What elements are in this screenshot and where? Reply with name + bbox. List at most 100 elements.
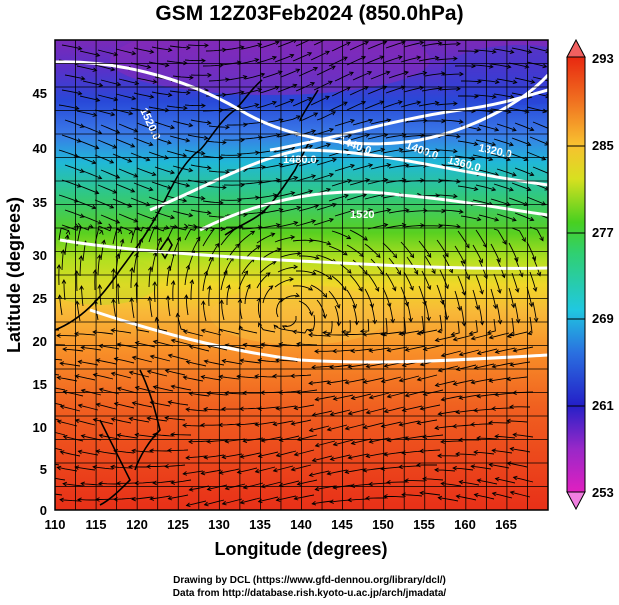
- streamline: [333, 394, 354, 400]
- streamline: [295, 270, 316, 275]
- streamline: [363, 422, 384, 429]
- streamline: [327, 469, 348, 475]
- streamline-arrowhead: [347, 497, 352, 503]
- streamline-arrowhead: [426, 316, 431, 322]
- streamline-arrowhead: [146, 64, 152, 70]
- streamline-arrowhead: [549, 79, 553, 83]
- streamline-arrowhead: [185, 182, 191, 188]
- streamline-arrowhead: [290, 421, 296, 426]
- streamline-arrowhead: [414, 269, 419, 275]
- streamline-arrowhead: [486, 329, 492, 335]
- streamline-arrowhead: [92, 67, 98, 72]
- streamline: [382, 242, 397, 258]
- streamline-arrowhead: [167, 400, 173, 405]
- streamline: [496, 123, 517, 131]
- streamline: [386, 481, 407, 483]
- streamline-arrowhead: [273, 324, 279, 330]
- streamline-arrowhead: [62, 389, 68, 395]
- streamline-arrowhead: [184, 294, 189, 299]
- streamline-arrowhead: [134, 282, 139, 287]
- streamline: [454, 290, 461, 311]
- streamline-arrowhead: [471, 63, 476, 69]
- streamline-arrowhead: [386, 480, 391, 485]
- streamline-arrowhead: [329, 127, 335, 133]
- streamline: [187, 134, 208, 139]
- streamline-arrowhead: [226, 284, 231, 290]
- streamline-arrowhead: [326, 187, 331, 193]
- streamline: [166, 150, 187, 157]
- streamline-arrowhead: [149, 354, 155, 360]
- streamline-arrowhead: [243, 212, 248, 218]
- streamline-arrowhead: [183, 105, 188, 111]
- streamline-arrowhead: [221, 358, 227, 364]
- streamline: [292, 97, 312, 107]
- streamline-arrowhead: [470, 464, 476, 469]
- streamline-arrowhead: [362, 148, 368, 153]
- streamline-arrowhead: [203, 455, 209, 460]
- streamline: [421, 42, 442, 47]
- streamline: [508, 287, 515, 308]
- streamline: [399, 375, 420, 382]
- streamline-arrowhead: [363, 270, 368, 275]
- streamline-arrowhead: [372, 319, 378, 325]
- streamline: [351, 393, 372, 400]
- streamline-arrowhead: [163, 155, 169, 160]
- streamline-arrowhead: [419, 40, 425, 46]
- streamline: [135, 434, 156, 438]
- streamline-arrowhead: [358, 286, 363, 292]
- streamline: [309, 380, 330, 384]
- streamline-arrowhead: [290, 466, 296, 472]
- streamline: [171, 385, 192, 391]
- streamline: [316, 254, 336, 263]
- streamline: [135, 283, 138, 304]
- streamline-arrowhead: [473, 492, 479, 498]
- streamline: [313, 80, 333, 91]
- streamline: [370, 209, 391, 215]
- streamline-arrowhead: [98, 433, 104, 439]
- streamline: [274, 278, 294, 288]
- streamline-arrowhead: [497, 319, 503, 325]
- streamline: [384, 451, 405, 456]
- streamline: [99, 345, 120, 350]
- streamline: [402, 450, 423, 454]
- streamline: [441, 350, 462, 357]
- streamline: [150, 355, 171, 362]
- streamline: [294, 449, 315, 456]
- streamline: [490, 243, 501, 263]
- streamline: [347, 498, 369, 501]
- x-tick-145: 145: [331, 517, 353, 532]
- streamline-arrowhead: [149, 94, 155, 99]
- streamline-arrowhead: [77, 403, 83, 409]
- streamline-arrowhead: [502, 240, 507, 245]
- streamline-arrowhead: [61, 279, 67, 284]
- streamline: [514, 167, 534, 176]
- streamline: [496, 303, 501, 324]
- streamline-arrowhead: [170, 280, 176, 285]
- streamline: [364, 288, 374, 308]
- streamline: [262, 71, 283, 79]
- streamline-arrowhead: [327, 275, 333, 280]
- streamline: [398, 465, 420, 468]
- streamline: [295, 220, 316, 227]
- streamline: [183, 376, 204, 382]
- streamline-arrowhead: [456, 179, 461, 184]
- streamline-arrowhead: [325, 95, 330, 100]
- streamline: [439, 224, 460, 228]
- streamline: [513, 434, 534, 438]
- streamline-arrowhead: [116, 386, 122, 392]
- streamline: [298, 160, 319, 167]
- streamline: [244, 284, 251, 305]
- streamline: [469, 319, 478, 335]
- streamline: [422, 478, 444, 481]
- streamline: [64, 164, 84, 173]
- streamline: [273, 420, 294, 425]
- streamline: [166, 266, 171, 287]
- streamline: [220, 229, 235, 246]
- streamline-arrowhead: [96, 254, 102, 259]
- streamline: [526, 151, 546, 161]
- streamline-arrowhead: [200, 150, 206, 156]
- streamline-arrowhead: [117, 229, 122, 235]
- streamline: [345, 378, 366, 384]
- streamline-arrowhead: [328, 36, 332, 39]
- streamline-arrowhead: [56, 375, 62, 381]
